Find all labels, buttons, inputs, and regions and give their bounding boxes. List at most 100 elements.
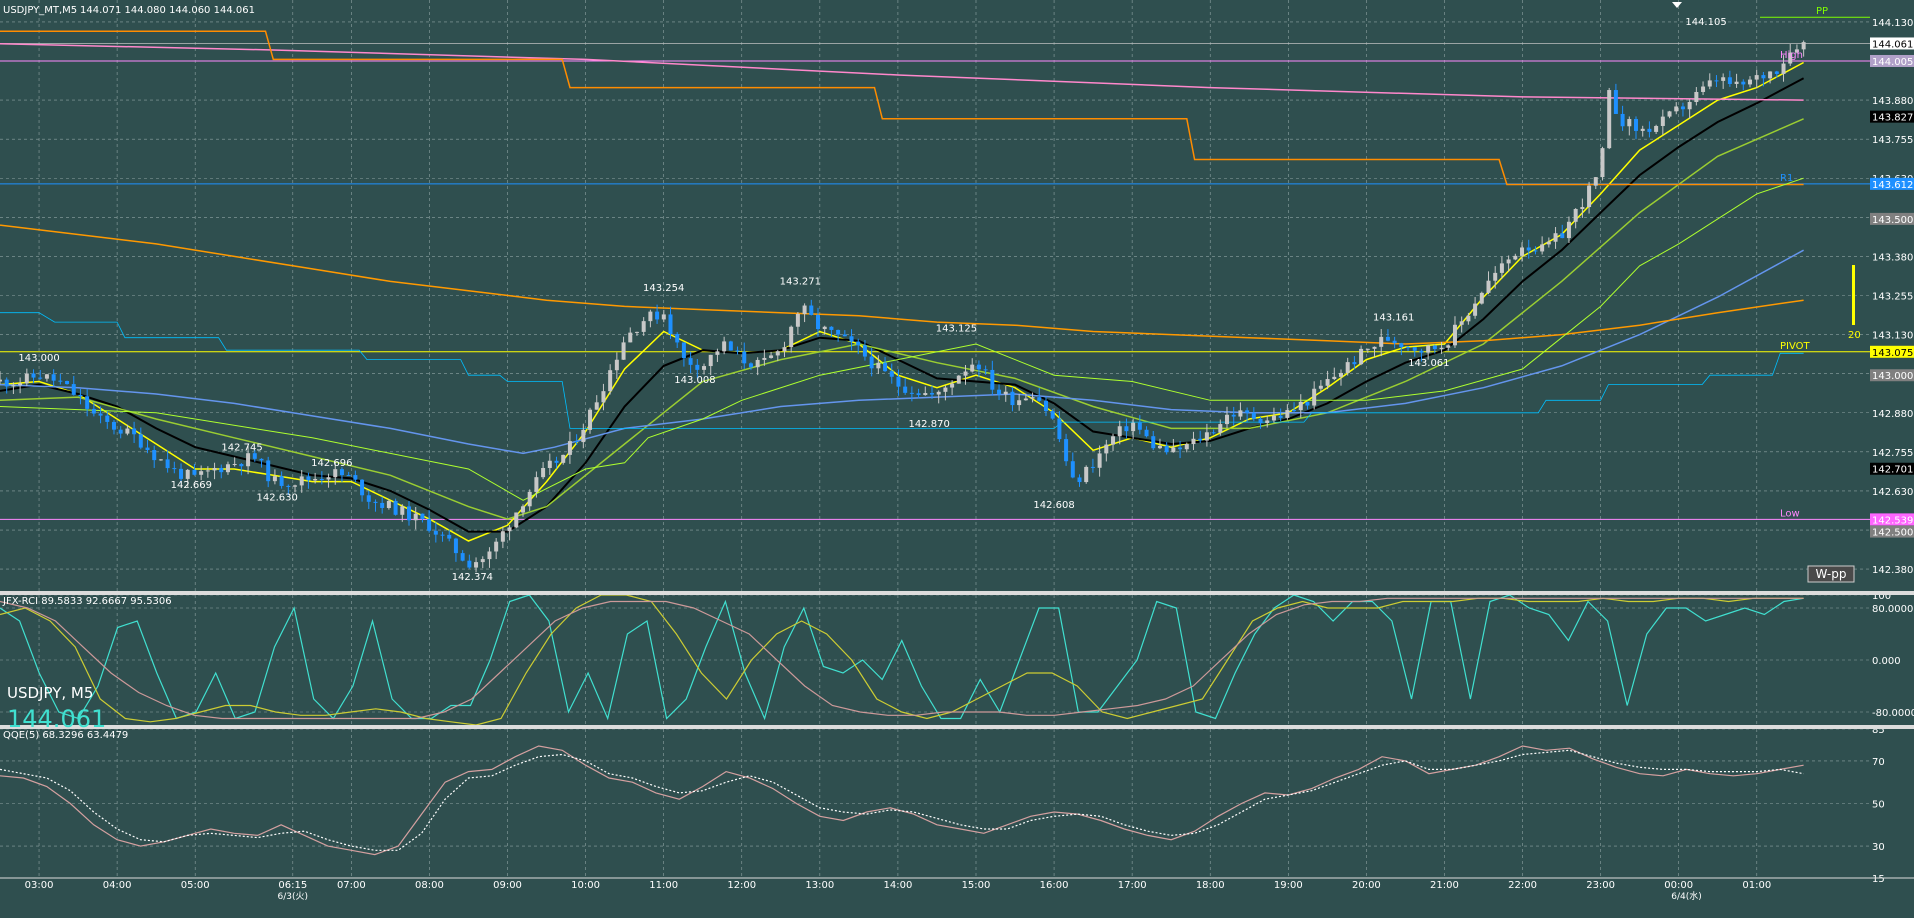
- y-tick-label: 143.255: [1872, 292, 1913, 303]
- scroll-marker-icon[interactable]: [1672, 2, 1682, 8]
- candle-body: [1218, 424, 1223, 433]
- candle-body: [1640, 128, 1645, 131]
- candle-body: [420, 513, 425, 519]
- sub-y-tick-label: 100: [1872, 591, 1891, 602]
- candle-body: [1774, 71, 1779, 74]
- price-annotation: 142.669: [171, 480, 212, 491]
- candle-body: [427, 518, 432, 531]
- candle-body: [333, 469, 338, 478]
- candle-body: [514, 512, 519, 528]
- candle-body: [494, 541, 499, 552]
- symbol-watermark: USDJPY, M5: [7, 684, 93, 702]
- candle-body: [1070, 461, 1075, 478]
- panel-separator-1[interactable]: [0, 591, 1914, 595]
- candle-body: [1426, 345, 1431, 353]
- candle-body: [1654, 125, 1659, 132]
- w-pp-button[interactable]: [1807, 565, 1855, 583]
- candle-body: [1338, 372, 1343, 377]
- sub-y-tick-label: 50: [1872, 800, 1885, 811]
- candle-body: [1452, 324, 1457, 346]
- x-tick-label: 09:00: [493, 880, 522, 891]
- candle-body: [554, 460, 559, 463]
- y-tick-label: 144.130: [1872, 18, 1913, 29]
- candle-body: [480, 559, 485, 563]
- candle-body: [138, 434, 143, 448]
- price-box-label: 143.612: [1872, 180, 1913, 191]
- candle-body: [293, 485, 298, 487]
- candle-body: [380, 502, 385, 508]
- candle-body: [1117, 426, 1122, 437]
- candle-body: [1231, 414, 1236, 417]
- x-tick-label: 10:00: [571, 880, 600, 891]
- candle-body: [1372, 346, 1377, 349]
- x-tick-label: 20:00: [1352, 880, 1381, 891]
- candle-body: [31, 373, 36, 378]
- price-axis: 142.380142.505142.630142.755142.880143.0…: [1870, 18, 1914, 576]
- candle-body: [407, 506, 412, 521]
- candle-body: [1613, 90, 1618, 114]
- candle-body: [883, 362, 888, 372]
- y-tick-label: 142.630: [1872, 487, 1913, 498]
- candle-body: [205, 470, 210, 472]
- candle-body: [44, 374, 49, 379]
- price-annotations: 143.000 142.669 142.745 142.630 142.696 142.3…: [18, 17, 1726, 583]
- price-box-label: 143.827: [1872, 113, 1913, 124]
- y-tick-label: 143.380: [1872, 252, 1913, 263]
- indicator-line-6: [0, 312, 1804, 429]
- candle-body: [366, 495, 371, 502]
- candle-body: [541, 467, 546, 478]
- candle-body: [1466, 315, 1471, 322]
- x-tick-label: 21:00: [1430, 880, 1459, 891]
- candle-body: [1285, 410, 1290, 418]
- candle-body: [1486, 280, 1491, 293]
- candle-body: [581, 429, 586, 443]
- candle-body: [185, 469, 190, 479]
- date-label: 6/4(水): [1671, 890, 1702, 902]
- candle-body: [1607, 90, 1612, 149]
- candle-body: [876, 362, 881, 369]
- candle-body: [1379, 336, 1384, 347]
- x-tick-label: 01:00: [1742, 880, 1771, 891]
- candle-body: [1010, 391, 1015, 406]
- bar-20-indicator: [1852, 265, 1855, 325]
- sub-y-tick-label: 70: [1872, 757, 1885, 768]
- candle-body: [782, 347, 787, 352]
- candle-body: [809, 305, 814, 316]
- level-label-pivot: PIVOT: [1780, 341, 1811, 352]
- candle-body: [1131, 422, 1136, 432]
- price-box: [1870, 177, 1914, 190]
- candle-body: [246, 453, 251, 467]
- candle-body: [1023, 398, 1028, 401]
- time-axis: 03:00 04:00 05:00 06:15 07:00 08:00 09:00 10:00…: [0, 877, 1914, 902]
- x-tick-label: 05:00: [181, 880, 210, 891]
- x-tick-label: 00:00: [1664, 880, 1693, 891]
- candle-body: [1271, 415, 1276, 421]
- price-annotation: 143.271: [780, 277, 821, 288]
- level-label-high: High: [1780, 50, 1803, 61]
- w-pp-label: W-pp: [1816, 567, 1847, 581]
- candle-body: [1318, 385, 1323, 389]
- panel-separator-2[interactable]: [0, 725, 1914, 729]
- candle-body: [1439, 347, 1444, 350]
- candle-body: [1017, 400, 1022, 406]
- y-tick-label: 142.880: [1872, 409, 1913, 420]
- candle-body: [1533, 250, 1538, 252]
- candle-body: [950, 383, 955, 388]
- candle-body: [1332, 376, 1337, 380]
- candle-body: [467, 560, 472, 568]
- candle-body: [1647, 128, 1652, 132]
- price-box: [1870, 369, 1914, 382]
- y-tick-label: 142.755: [1872, 448, 1913, 459]
- price-box: [1870, 54, 1914, 67]
- price-annotation: 142.630: [257, 492, 298, 503]
- candle-body: [889, 371, 894, 377]
- price-annotation: 144.105: [1685, 17, 1726, 28]
- candle-body: [179, 468, 184, 479]
- candle-body: [58, 380, 63, 382]
- price-box: [1870, 212, 1914, 225]
- candle-body: [1560, 233, 1565, 239]
- candle-body: [1312, 388, 1317, 406]
- candle-body: [1278, 415, 1283, 418]
- candle-body: [728, 341, 733, 351]
- candle-body: [1057, 418, 1062, 440]
